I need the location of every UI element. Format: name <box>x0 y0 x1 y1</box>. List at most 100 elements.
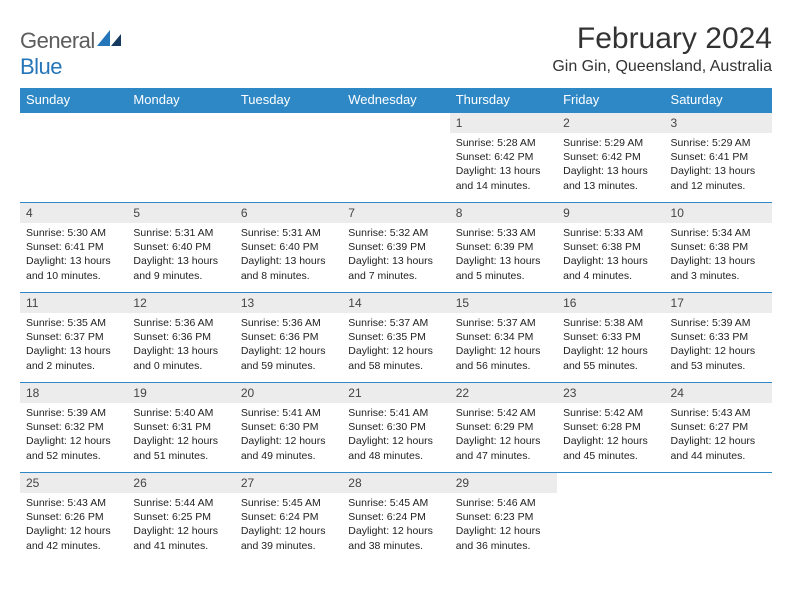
calendar-cell: 26 Sunrise: 5:44 AMSunset: 6:25 PMDayligh… <box>127 473 234 563</box>
day-details: Sunrise: 5:32 AMSunset: 6:39 PMDaylight:… <box>342 223 449 287</box>
title-block: February 2024 Gin Gin, Queensland, Austr… <box>552 22 772 76</box>
day-number <box>235 113 342 131</box>
daylight-text: Daylight: 12 hours and 41 minutes. <box>133 524 228 552</box>
calendar-cell <box>557 473 664 563</box>
daylight-text: Daylight: 13 hours and 13 minutes. <box>563 164 658 192</box>
day-number: 18 <box>20 383 127 403</box>
sunset-text: Sunset: 6:31 PM <box>133 420 228 434</box>
page-header: General Blue February 2024 Gin Gin, Quee… <box>20 22 772 80</box>
sunrise-text: Sunrise: 5:35 AM <box>26 316 121 330</box>
sunset-text: Sunset: 6:32 PM <box>26 420 121 434</box>
calendar-cell: 14Sunrise: 5:37 AMSunset: 6:35 PMDayligh… <box>342 293 449 383</box>
sunrise-text: Sunrise: 5:31 AM <box>241 226 336 240</box>
sunrise-text: Sunrise: 5:44 AM <box>133 496 228 510</box>
sunset-text: Sunset: 6:36 PM <box>241 330 336 344</box>
sunrise-text: Sunrise: 5:42 AM <box>456 406 551 420</box>
day-number: 2 <box>557 113 664 133</box>
sunrise-text: Sunrise: 5:33 AM <box>563 226 658 240</box>
sunset-text: Sunset: 6:38 PM <box>671 240 766 254</box>
sunset-text: Sunset: 6:41 PM <box>26 240 121 254</box>
sunrise-text: Sunrise: 5:42 AM <box>563 406 658 420</box>
calendar-cell: 17Sunrise: 5:39 AMSunset: 6:33 PMDayligh… <box>665 293 772 383</box>
brand-logo: General Blue <box>20 28 123 80</box>
day-number: 13 <box>235 293 342 313</box>
daylight-text: Daylight: 13 hours and 9 minutes. <box>133 254 228 282</box>
day-number: 5 <box>127 203 234 223</box>
calendar-cell: 7Sunrise: 5:32 AMSunset: 6:39 PMDaylight… <box>342 203 449 293</box>
day-number: 25 <box>20 473 127 493</box>
sunset-text: Sunset: 6:26 PM <box>26 510 121 524</box>
calendar-cell: 9Sunrise: 5:33 AMSunset: 6:38 PMDaylight… <box>557 203 664 293</box>
daylight-text: Daylight: 12 hours and 52 minutes. <box>26 434 121 462</box>
day-details: Sunrise: 5:39 AMSunset: 6:32 PMDaylight:… <box>20 403 127 467</box>
calendar-week-row: 4Sunrise: 5:30 AMSunset: 6:41 PMDaylight… <box>20 203 772 293</box>
calendar-cell: 6Sunrise: 5:31 AMSunset: 6:40 PMDaylight… <box>235 203 342 293</box>
sunset-text: Sunset: 6:40 PM <box>241 240 336 254</box>
daylight-text: Daylight: 13 hours and 0 minutes. <box>133 344 228 372</box>
daylight-text: Daylight: 13 hours and 5 minutes. <box>456 254 551 282</box>
day-details: Sunrise: 5:37 AMSunset: 6:34 PMDaylight:… <box>450 313 557 377</box>
sunset-text: Sunset: 6:25 PM <box>133 510 228 524</box>
day-details: Sunrise: 5:36 AMSunset: 6:36 PMDaylight:… <box>127 313 234 377</box>
day-number: 7 <box>342 203 449 223</box>
day-number: 3 <box>665 113 772 133</box>
day-details: Sunrise: 5:37 AMSunset: 6:35 PMDaylight:… <box>342 313 449 377</box>
day-number: 6 <box>235 203 342 223</box>
sunrise-text: Sunrise: 5:45 AM <box>241 496 336 510</box>
calendar-cell: 13Sunrise: 5:36 AMSunset: 6:36 PMDayligh… <box>235 293 342 383</box>
day-details: Sunrise: 5:46 AMSunset: 6:23 PMDaylight:… <box>450 493 557 557</box>
calendar-week-row: 25Sunrise: 5:43 AMSunset: 6:26 PMDayligh… <box>20 473 772 563</box>
day-number: 23 <box>557 383 664 403</box>
calendar-cell: 28Sunrise: 5:45 AMSunset: 6:24 PMDayligh… <box>342 473 449 563</box>
calendar-cell <box>235 113 342 203</box>
calendar-cell: 21Sunrise: 5:41 AMSunset: 6:30 PMDayligh… <box>342 383 449 473</box>
daylight-text: Daylight: 13 hours and 3 minutes. <box>671 254 766 282</box>
calendar-cell: 18Sunrise: 5:39 AMSunset: 6:32 PMDayligh… <box>20 383 127 473</box>
day-details: Sunrise: 5:36 AMSunset: 6:36 PMDaylight:… <box>235 313 342 377</box>
day-details: Sunrise: 5:30 AMSunset: 6:41 PMDaylight:… <box>20 223 127 287</box>
day-number: 15 <box>450 293 557 313</box>
daylight-text: Daylight: 12 hours and 44 minutes. <box>671 434 766 462</box>
day-details: Sunrise: 5:45 AMSunset: 6:24 PMDaylight:… <box>342 493 449 557</box>
sunrise-text: Sunrise: 5:45 AM <box>348 496 443 510</box>
day-details: Sunrise: 5:33 AMSunset: 6:39 PMDaylight:… <box>450 223 557 287</box>
day-number <box>20 113 127 131</box>
daylight-text: Daylight: 12 hours and 58 minutes. <box>348 344 443 372</box>
calendar-cell: 19Sunrise: 5:40 AMSunset: 6:31 PMDayligh… <box>127 383 234 473</box>
day-number: 26 <box>127 473 234 493</box>
calendar-cell <box>20 113 127 203</box>
location-subtitle: Gin Gin, Queensland, Australia <box>552 58 772 76</box>
day-number: 17 <box>665 293 772 313</box>
day-details: Sunrise: 5:43 AMSunset: 6:27 PMDaylight:… <box>665 403 772 467</box>
sunset-text: Sunset: 6:27 PM <box>671 420 766 434</box>
calendar-cell: 1Sunrise: 5:28 AMSunset: 6:42 PMDaylight… <box>450 113 557 203</box>
col-wednesday: Wednesday <box>342 88 449 113</box>
sunset-text: Sunset: 6:29 PM <box>456 420 551 434</box>
calendar-cell: 11Sunrise: 5:35 AMSunset: 6:37 PMDayligh… <box>20 293 127 383</box>
sunset-text: Sunset: 6:42 PM <box>456 150 551 164</box>
day-details: Sunrise: 5:42 AMSunset: 6:29 PMDaylight:… <box>450 403 557 467</box>
day-details: Sunrise: 5:31 AMSunset: 6:40 PMDaylight:… <box>235 223 342 287</box>
day-number: 28 <box>342 473 449 493</box>
day-details: Sunrise: 5:29 AMSunset: 6:41 PMDaylight:… <box>665 133 772 197</box>
calendar-cell: 29Sunrise: 5:46 AMSunset: 6:23 PMDayligh… <box>450 473 557 563</box>
month-title: February 2024 <box>552 22 772 56</box>
day-number: 12 <box>127 293 234 313</box>
day-number <box>665 473 772 491</box>
daylight-text: Daylight: 12 hours and 53 minutes. <box>671 344 766 372</box>
day-number <box>342 113 449 131</box>
sunset-text: Sunset: 6:39 PM <box>348 240 443 254</box>
calendar-cell: 24Sunrise: 5:43 AMSunset: 6:27 PMDayligh… <box>665 383 772 473</box>
day-number: 21 <box>342 383 449 403</box>
sunrise-text: Sunrise: 5:29 AM <box>563 136 658 150</box>
daylight-text: Daylight: 12 hours and 38 minutes. <box>348 524 443 552</box>
sunset-text: Sunset: 6:34 PM <box>456 330 551 344</box>
day-details: Sunrise: 5:28 AMSunset: 6:42 PMDaylight:… <box>450 133 557 197</box>
day-number: 14 <box>342 293 449 313</box>
day-number: 27 <box>235 473 342 493</box>
sunrise-text: Sunrise: 5:40 AM <box>133 406 228 420</box>
day-details: Sunrise: 5:34 AMSunset: 6:38 PMDaylight:… <box>665 223 772 287</box>
col-tuesday: Tuesday <box>235 88 342 113</box>
calendar-week-row: 11Sunrise: 5:35 AMSunset: 6:37 PMDayligh… <box>20 293 772 383</box>
sunrise-text: Sunrise: 5:39 AM <box>26 406 121 420</box>
